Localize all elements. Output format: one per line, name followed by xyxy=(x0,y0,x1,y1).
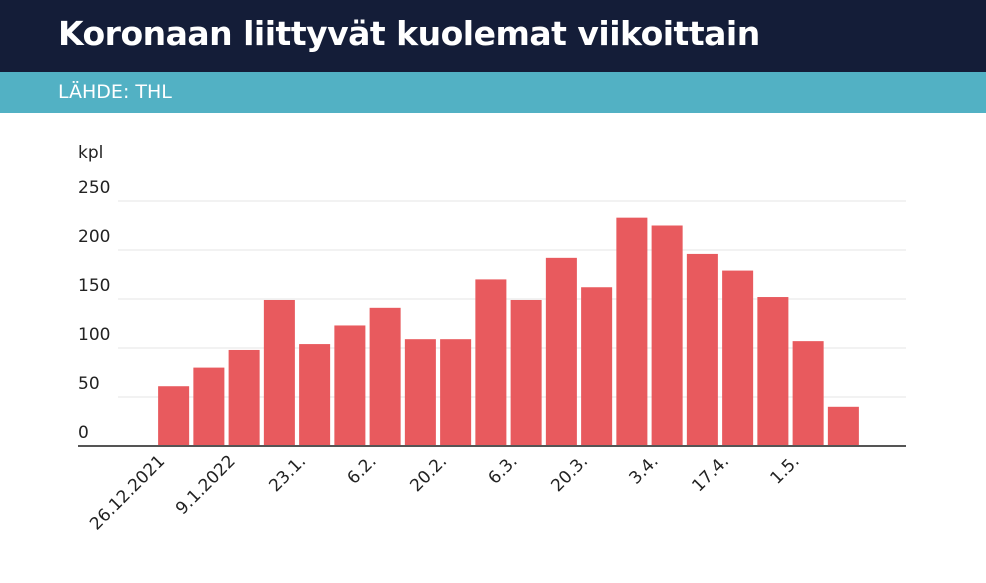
x-tick-label: 1.5. xyxy=(767,451,804,488)
bar xyxy=(193,367,225,446)
bar xyxy=(158,386,190,446)
bar xyxy=(757,297,789,446)
x-tick-label: 23.1. xyxy=(265,451,310,496)
chart-title: Koronaan liittyvät kuolemat viikoittain xyxy=(58,14,760,53)
bar xyxy=(792,341,824,446)
bar xyxy=(651,225,683,446)
x-tick-label: 6.3. xyxy=(485,451,522,488)
header: Koronaan liittyvät kuolemat viikoittain xyxy=(0,0,986,72)
x-tick-label: 17.4. xyxy=(688,451,733,496)
bar xyxy=(369,307,401,446)
y-tick-label: 100 xyxy=(78,325,110,345)
x-tick-label: 6.2. xyxy=(344,451,381,488)
y-tick-label: 50 xyxy=(78,374,100,394)
x-tick-label: 26.12.2021 xyxy=(86,451,169,534)
bar xyxy=(404,339,436,446)
bar xyxy=(581,287,613,446)
y-tick-label: 0 xyxy=(78,423,89,443)
bar xyxy=(686,253,718,446)
source-bar: LÄHDE: THL xyxy=(0,72,986,113)
bar xyxy=(475,279,507,446)
bar xyxy=(334,325,366,446)
x-tick-label: 20.3. xyxy=(547,451,592,496)
y-tick-label: 250 xyxy=(78,178,110,198)
bar xyxy=(827,406,859,446)
y-tick-label: 150 xyxy=(78,276,110,296)
subtitle: LÄHDE: THL xyxy=(58,81,172,103)
x-tick-label: 20.2. xyxy=(406,451,451,496)
bar xyxy=(510,299,542,446)
x-tick-label: 3.4. xyxy=(626,451,663,488)
bar xyxy=(228,349,260,446)
bar xyxy=(545,257,577,446)
bar xyxy=(299,344,331,446)
y-tick-label: 200 xyxy=(78,227,110,247)
x-tick-label: 9.1.2022 xyxy=(172,451,240,519)
y-axis-label: kpl xyxy=(78,143,103,163)
bar xyxy=(263,299,295,446)
bar xyxy=(616,217,648,446)
bar xyxy=(440,339,472,446)
bar xyxy=(722,270,754,446)
